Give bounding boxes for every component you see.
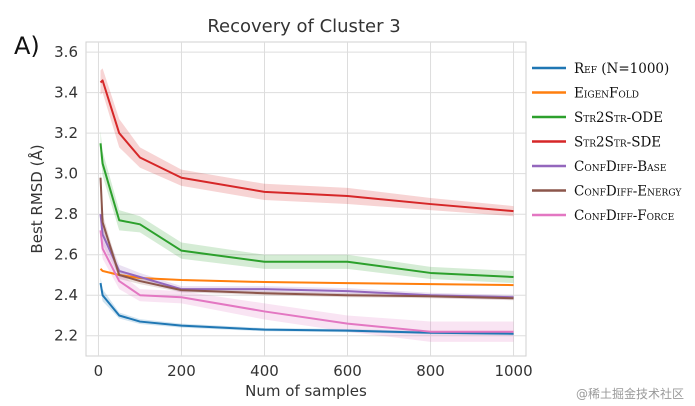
panel-label: A) — [14, 32, 40, 60]
x-tick-labels: 0 200 400 600 800 1000 — [94, 362, 533, 380]
x-tick-label: 1000 — [494, 362, 532, 380]
legend-item-str2str-ode: Str2Str-ODE — [532, 110, 663, 126]
legend-item-confdiff-base: ConfDiff-Base — [532, 159, 666, 175]
y-tick-label: 3.4 — [54, 84, 78, 102]
line-str2str-sde — [99, 79, 514, 213]
chart-title: Recovery of Cluster 3 — [207, 16, 400, 37]
x-axis-label: Num of samples — [245, 382, 367, 400]
x-tick-label: 800 — [416, 362, 445, 380]
y-tick-label: 2.2 — [54, 327, 78, 345]
x-tick-label: 0 — [94, 362, 104, 380]
y-tick-label: 2.6 — [54, 246, 78, 264]
legend-item-eigenfold: EigenFold — [532, 86, 639, 102]
line-confdiff-force — [99, 230, 514, 333]
y-tick-label: 3.0 — [54, 165, 78, 183]
x-tick-label: 600 — [333, 362, 362, 380]
legend-item-ref-n-1000: Ref (N=1000) — [532, 61, 669, 77]
y-tick-label: 2.8 — [54, 205, 78, 223]
x-tick-label: 200 — [167, 362, 196, 380]
grid — [86, 42, 526, 356]
legend-label: ConfDiff-Force — [574, 208, 674, 224]
legend-item-str2str-sde: Str2Str-SDE — [532, 135, 661, 151]
legend-label: Str2Str-SDE — [574, 135, 661, 151]
y-tick-labels: 2.2 2.4 2.6 2.8 3.0 3.2 3.4 3.6 — [54, 43, 78, 345]
line-eigenfold — [99, 268, 514, 287]
y-tick-label: 3.2 — [54, 124, 78, 142]
y-tick-label: 2.4 — [54, 286, 78, 304]
legend-label: EigenFold — [574, 86, 639, 102]
line-str2str-ode — [99, 143, 514, 278]
legend: Ref (N=1000) EigenFold Str2Str-ODE Str2Str-… — [532, 61, 682, 224]
band-str2str-sde — [100, 68, 514, 217]
line-ref-n-1000 — [99, 282, 514, 335]
series-lines — [99, 79, 514, 335]
legend-label: ConfDiff-Energy — [574, 184, 682, 200]
line-confdiff-energy — [99, 177, 514, 300]
watermark: @稀土掘金技术社区 — [576, 386, 684, 401]
legend-item-confdiff-energy: ConfDiff-Energy — [532, 184, 682, 200]
legend-label: Str2Str-ODE — [574, 110, 663, 126]
legend-item-confdiff-force: ConfDiff-Force — [532, 208, 674, 224]
y-axis-label: Best RMSD (Å) — [27, 144, 46, 253]
legend-label: Ref (N=1000) — [574, 61, 669, 77]
x-tick-label: 400 — [250, 362, 279, 380]
plot-area — [85, 41, 527, 357]
y-tick-label: 3.6 — [54, 43, 78, 61]
legend-label: ConfDiff-Base — [574, 159, 666, 175]
